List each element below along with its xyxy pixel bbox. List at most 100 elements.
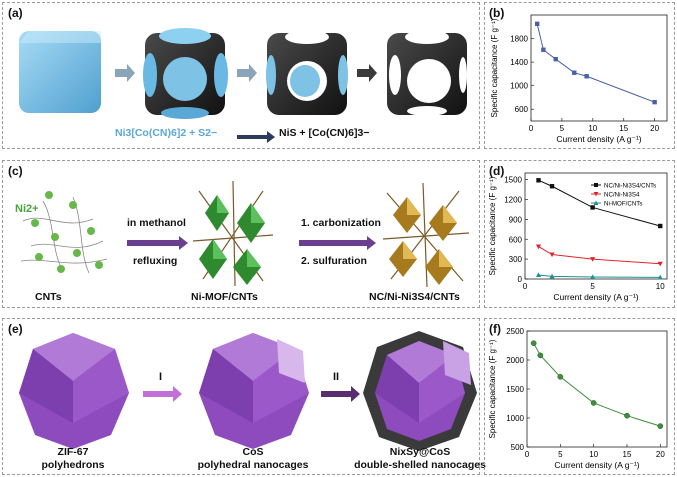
- data-point: [624, 412, 630, 419]
- panel-label-c: (c): [8, 164, 23, 178]
- caption-nixsy-cos-line1: NixSy@CoS: [389, 446, 451, 458]
- series-line: [538, 246, 661, 265]
- step-ii-label: II: [333, 371, 340, 383]
- y-tick-label: 1500: [506, 385, 524, 394]
- arrow-icon: [321, 386, 360, 402]
- x-tick-label: 15: [619, 124, 628, 133]
- panel-e-illustration: [19, 331, 477, 451]
- y-tick-label: 1800: [510, 35, 528, 44]
- y-axis-label: Specific capacitance (F g⁻¹): [488, 176, 497, 275]
- data-point: [652, 99, 657, 105]
- caption-zif67: ZIF-67 polyhedrons: [23, 446, 123, 472]
- arrow-icon: [237, 64, 257, 82]
- caption-cos-line2: polyhedral nanocages: [197, 459, 309, 471]
- x-tick-label: 15: [623, 450, 632, 459]
- x-tick-label: 5: [558, 450, 563, 459]
- y-tick-label: 300: [509, 255, 523, 264]
- data-point: [590, 257, 596, 262]
- capped-cube: [143, 28, 228, 119]
- ni-ions: [31, 191, 103, 273]
- plot-frame: [524, 172, 668, 280]
- data-point: [549, 273, 555, 279]
- series-line: [538, 274, 661, 278]
- data-point: [534, 21, 540, 27]
- data-point: [590, 400, 597, 406]
- legend-entry: NC/Ni-Ni3S4/CNTs: [604, 183, 656, 190]
- chart-b: 0 5 10 15 20 600 1000 1400 1800 Current density (…: [490, 14, 668, 144]
- reaction-arrow-icon: [237, 131, 275, 143]
- data-point: [530, 340, 537, 347]
- y-tick-label: 900: [509, 215, 523, 224]
- x-tick-label: 0: [523, 282, 528, 291]
- x-tick-label: 20: [650, 124, 659, 133]
- panel-label-b: (b): [489, 6, 505, 20]
- data-point: [657, 423, 664, 429]
- panel-label-a: (a): [8, 6, 23, 20]
- nc-octahedra: [382, 182, 470, 288]
- arrow-icon: [299, 236, 376, 250]
- legend-entry: NC/Ni-Ni3S4: [604, 192, 640, 199]
- x-axis-label: Current density (A g⁻¹): [554, 460, 639, 470]
- y-tick-label: 1000: [506, 414, 524, 423]
- data-point: [535, 272, 542, 278]
- x-axis-label: Current density (A g⁻¹): [553, 292, 638, 302]
- data-point: [553, 56, 558, 62]
- y-tick-label: 1000: [510, 82, 528, 91]
- caption-zif67-line1: ZIF-67: [57, 446, 89, 458]
- plot-frame: [526, 330, 668, 448]
- data-point: [584, 74, 589, 79]
- data-point: [541, 47, 546, 52]
- data-point: [549, 184, 555, 189]
- x-tick-label: 10: [656, 282, 665, 291]
- x-tick-label: 0: [525, 450, 530, 459]
- reaction-left-text: Ni3[Co(CN)6]2 + S2−: [115, 127, 218, 139]
- y-tick-label: 500: [511, 443, 525, 452]
- legend-marker: [593, 192, 599, 197]
- step-i-label: I: [159, 371, 163, 383]
- x-tick-label: 10: [588, 124, 597, 133]
- data-point: [557, 373, 564, 380]
- data-point: [658, 223, 663, 229]
- x-tick-label: 5: [590, 282, 595, 291]
- data-point: [657, 274, 663, 280]
- x-tick-label: 5: [560, 124, 565, 133]
- caption-cos: CoS polyhedral nanocages: [183, 446, 323, 472]
- caption-nixsy-cos-line2: double-shelled nanocages: [354, 459, 486, 471]
- arrow-icon: [127, 236, 188, 250]
- y-tick-label: 2000: [506, 356, 524, 365]
- caption-cnts: CNTs: [35, 291, 62, 303]
- arrow1-bottom-text: refluxing: [133, 255, 178, 267]
- panel-a-illustration: [19, 28, 467, 143]
- y-tick-label: 1400: [510, 58, 528, 67]
- data-point: [657, 261, 663, 267]
- y-tick-label: 2500: [506, 327, 524, 336]
- y-tick-label: 0: [518, 275, 523, 284]
- y-tick-label: 1200: [504, 196, 522, 205]
- panel-d: (d) 0 5 10 0 300 600 900 1200 1500 Current densit…: [484, 160, 675, 308]
- open-frame-cube: [387, 30, 467, 116]
- ni-ion-label: Ni2+: [15, 203, 39, 215]
- cos-nanocage: [199, 333, 309, 449]
- data-point: [536, 178, 541, 183]
- legend-marker: [594, 183, 598, 187]
- plot-frame: [530, 14, 668, 122]
- zif67-polyhedron: [19, 333, 129, 449]
- chart-f: 0 5 10 15 20 500 1000 1500 2000 2500 Current densi…: [488, 327, 668, 470]
- data-point: [535, 244, 542, 250]
- y-axis-label: Specific capacitance (F g⁻¹): [490, 18, 499, 117]
- arrow-icon: [143, 386, 182, 402]
- data-point: [537, 352, 544, 359]
- caption-nc-ni-ni3s4-cnts: NC/Ni-Ni3S4/CNTs: [369, 291, 460, 303]
- panel-c-illustration: [20, 180, 470, 288]
- data-point: [590, 274, 596, 280]
- x-tick-label: 20: [656, 450, 665, 459]
- caption-ni-mof-cnts: Ni-MOF/CNTs: [191, 291, 258, 303]
- caption-nixsy-cos: NixSy@CoS double-shelled nanocages: [345, 446, 495, 472]
- x-tick-label: 0: [529, 124, 534, 133]
- caption-zif67-line2: polyhedrons: [41, 459, 105, 471]
- legend-marker: [593, 200, 599, 205]
- x-axis-label: Current density (A g⁻¹): [556, 134, 641, 144]
- x-tick-label: 10: [589, 450, 598, 459]
- y-tick-label: 600: [515, 105, 529, 114]
- arrow1-top-text: in methanol: [127, 217, 186, 229]
